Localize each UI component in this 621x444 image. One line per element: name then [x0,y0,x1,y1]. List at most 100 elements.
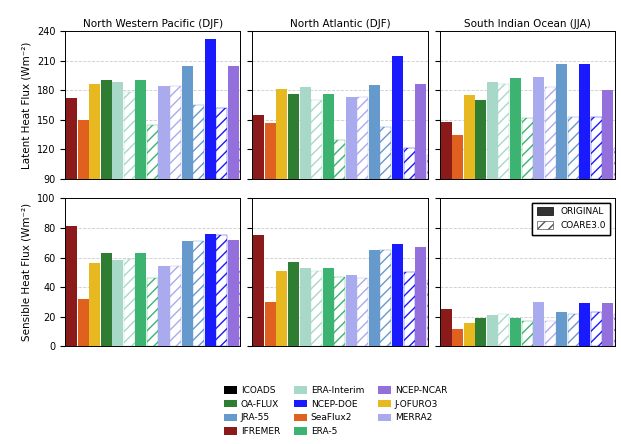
Bar [101,80,112,179]
Bar [193,105,204,179]
Bar [334,277,345,346]
Bar [288,94,299,179]
Bar [602,303,614,346]
Bar [545,321,556,346]
Bar [487,83,498,179]
Bar [499,84,509,179]
Bar [510,79,521,179]
Y-axis label: Sensible Heat Flux (Wm⁻²): Sensible Heat Flux (Wm⁻²) [22,203,32,341]
Bar [392,244,403,346]
Bar [228,240,239,346]
Bar [357,278,368,346]
Bar [591,117,602,179]
Bar [89,263,100,346]
Bar [228,66,239,179]
Bar [381,250,391,346]
Bar [346,97,357,179]
Bar [415,247,426,346]
Bar [101,253,112,346]
Bar [265,123,276,179]
Bar [205,234,215,346]
Bar [381,127,391,179]
Bar [545,87,556,179]
Bar [404,147,415,179]
Bar [591,312,602,346]
Bar [369,250,380,346]
Bar [475,100,486,179]
Bar [579,63,591,179]
Bar [147,278,158,346]
Bar [614,314,621,346]
Bar [205,39,215,179]
Bar [239,142,250,179]
Bar [533,77,544,179]
Bar [404,272,415,346]
Bar [427,155,438,179]
Bar [55,105,66,179]
Bar [427,280,438,346]
Bar [78,299,89,346]
Title: North Atlantic (DJF): North Atlantic (DJF) [289,19,391,29]
Bar [556,312,567,346]
Legend: ICOADS, OA-FLUX, JRA-55, IFREMER, ERA-Interim, NCEP-DOE, SeaFlux2, ERA-5, NCEP-N: ICOADS, OA-FLUX, JRA-55, IFREMER, ERA-In… [220,383,451,440]
Bar [288,262,299,346]
Bar [242,127,253,179]
Y-axis label: Latent Heat Flux (Wm⁻²): Latent Heat Flux (Wm⁻²) [22,41,32,169]
Bar [170,266,181,346]
Bar [193,241,204,346]
Bar [239,271,250,346]
Bar [556,63,567,179]
Bar [112,261,124,346]
Bar [181,241,193,346]
Bar [614,147,621,179]
Legend: ORIGINAL, COARE3.0: ORIGINAL, COARE3.0 [532,203,610,234]
Bar [66,226,77,346]
Bar [276,271,288,346]
Bar [216,108,227,179]
Bar [441,309,451,346]
Bar [216,235,227,346]
Bar [158,266,170,346]
Bar [452,329,463,346]
Bar [181,66,193,179]
Bar [112,83,124,179]
Bar [124,259,135,346]
Bar [464,323,475,346]
Bar [602,90,614,179]
Bar [135,80,147,179]
Bar [369,85,380,179]
Bar [429,118,440,179]
Bar [147,125,158,179]
Bar [299,87,310,179]
Bar [265,302,276,346]
Bar [568,117,579,179]
Bar [522,118,533,179]
Bar [452,135,463,179]
Bar [55,270,66,346]
Bar [487,315,498,346]
Bar [253,115,265,179]
Bar [441,122,451,179]
Bar [334,139,345,179]
Bar [475,318,486,346]
Bar [299,268,310,346]
Bar [429,323,440,346]
Bar [522,321,533,346]
Bar [135,253,147,346]
Bar [66,98,77,179]
Bar [124,92,135,179]
Bar [276,89,288,179]
Bar [568,314,579,346]
Bar [323,268,333,346]
Bar [253,235,265,346]
Bar [579,303,591,346]
Bar [533,302,544,346]
Bar [346,275,357,346]
Bar [242,275,253,346]
Bar [311,271,322,346]
Bar [311,100,322,179]
Bar [89,84,100,179]
Bar [170,86,181,179]
Bar [392,56,403,179]
Bar [499,314,509,346]
